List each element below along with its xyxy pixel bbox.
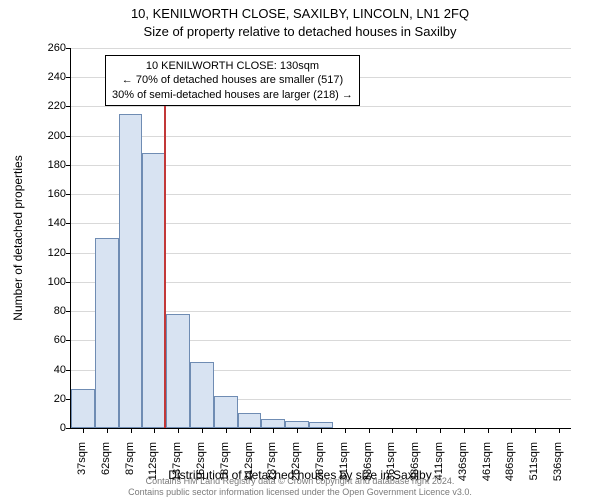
histogram-bar — [166, 314, 190, 428]
property-marker-line — [164, 89, 166, 428]
annotation-line-1: 10 KENILWORTH CLOSE: 130sqm — [112, 59, 353, 73]
y-tick-mark — [66, 77, 71, 78]
y-tick-label: 180 — [36, 159, 66, 171]
footer-line-2: Contains public sector information licen… — [0, 487, 600, 498]
annotation-line-3: 30% of semi-detached houses are larger (… — [112, 88, 353, 102]
y-tick-label: 160 — [36, 188, 66, 200]
y-tick-label: 60 — [36, 334, 66, 346]
x-tick-mark — [511, 428, 512, 433]
x-tick-mark — [273, 428, 274, 433]
x-tick-mark — [416, 428, 417, 433]
histogram-bar — [261, 419, 285, 428]
y-tick-mark — [66, 194, 71, 195]
x-tick-mark — [345, 428, 346, 433]
y-tick-label: 100 — [36, 276, 66, 288]
histogram-bar — [119, 114, 143, 428]
footer-attribution: Contains HM Land Registry data © Crown c… — [0, 476, 600, 498]
histogram-bar — [214, 396, 238, 428]
y-tick-mark — [66, 282, 71, 283]
x-tick-mark — [178, 428, 179, 433]
x-tick-mark — [154, 428, 155, 433]
y-tick-mark — [66, 311, 71, 312]
x-tick-mark — [440, 428, 441, 433]
x-tick-mark — [559, 428, 560, 433]
histogram-bar — [71, 389, 95, 428]
y-tick-label: 200 — [36, 130, 66, 142]
y-tick-label: 260 — [36, 42, 66, 54]
histogram-bar — [190, 362, 214, 428]
chart-title-sub: Size of property relative to detached ho… — [0, 24, 600, 39]
y-tick-label: 20 — [36, 393, 66, 405]
annotation-line-2: ← 70% of detached houses are smaller (51… — [112, 73, 353, 87]
gridline-horizontal — [71, 48, 571, 49]
gridline-horizontal — [71, 136, 571, 137]
y-tick-mark — [66, 48, 71, 49]
y-tick-mark — [66, 223, 71, 224]
histogram-bar — [95, 238, 119, 428]
x-tick-mark — [83, 428, 84, 433]
y-axis-label: Number of detached properties — [11, 155, 25, 320]
y-tick-label: 120 — [36, 247, 66, 259]
x-tick-mark — [369, 428, 370, 433]
annotation-box: 10 KENILWORTH CLOSE: 130sqm ← 70% of det… — [105, 55, 360, 106]
x-tick-mark — [535, 428, 536, 433]
y-tick-mark — [66, 428, 71, 429]
y-tick-mark — [66, 340, 71, 341]
histogram-bar — [238, 413, 262, 428]
chart-title-main: 10, KENILWORTH CLOSE, SAXILBY, LINCOLN, … — [0, 6, 600, 21]
x-tick-mark — [107, 428, 108, 433]
y-tick-mark — [66, 106, 71, 107]
y-tick-label: 40 — [36, 364, 66, 376]
x-tick-mark — [488, 428, 489, 433]
footer-line-1: Contains HM Land Registry data © Crown c… — [0, 476, 600, 487]
x-tick-mark — [202, 428, 203, 433]
x-tick-mark — [321, 428, 322, 433]
x-tick-mark — [226, 428, 227, 433]
y-tick-mark — [66, 136, 71, 137]
y-tick-label: 220 — [36, 100, 66, 112]
y-tick-mark — [66, 165, 71, 166]
y-tick-label: 80 — [36, 305, 66, 317]
y-tick-label: 240 — [36, 71, 66, 83]
x-tick-mark — [250, 428, 251, 433]
y-tick-mark — [66, 370, 71, 371]
chart-container: 10, KENILWORTH CLOSE, SAXILBY, LINCOLN, … — [0, 0, 600, 500]
x-tick-mark — [297, 428, 298, 433]
histogram-bar — [285, 421, 309, 428]
y-tick-label: 140 — [36, 217, 66, 229]
y-tick-label: 0 — [36, 422, 66, 434]
histogram-bar — [142, 153, 166, 428]
x-tick-mark — [131, 428, 132, 433]
x-tick-mark — [392, 428, 393, 433]
gridline-horizontal — [71, 106, 571, 107]
y-tick-mark — [66, 253, 71, 254]
x-tick-mark — [464, 428, 465, 433]
